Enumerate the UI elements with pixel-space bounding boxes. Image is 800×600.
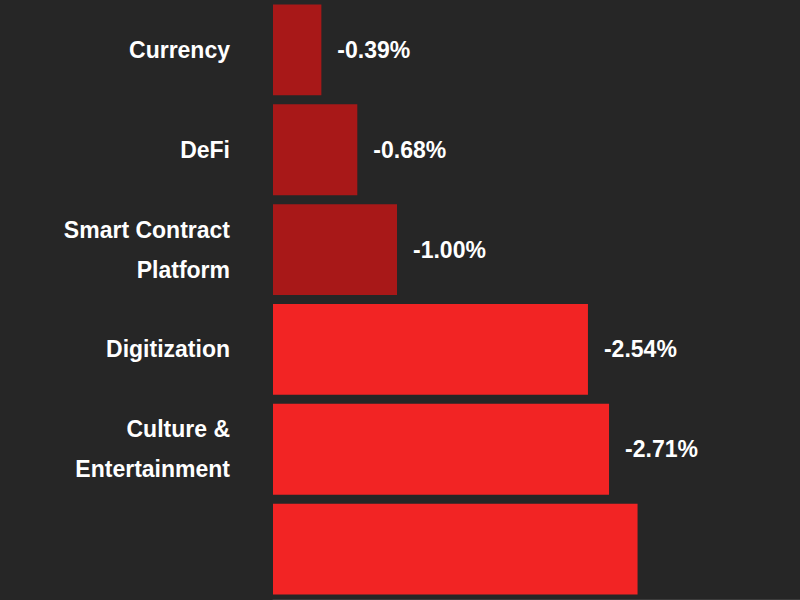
svg-text:-0.39%: -0.39% xyxy=(337,37,410,63)
svg-text:Entertainment: Entertainment xyxy=(75,456,230,482)
svg-text:-1.00%: -1.00% xyxy=(413,237,486,263)
svg-text:Culture &: Culture & xyxy=(127,416,231,442)
svg-text:-2.71%: -2.71% xyxy=(625,436,698,462)
svg-text:Digitization: Digitization xyxy=(106,336,230,362)
svg-text:DeFi: DeFi xyxy=(180,137,230,163)
svg-text:-0.68%: -0.68% xyxy=(373,137,446,163)
svg-text:-2.54%: -2.54% xyxy=(604,336,677,362)
svg-text:Currency: Currency xyxy=(129,37,230,63)
svg-text:Smart Contract: Smart Contract xyxy=(64,217,230,243)
svg-text:Platform: Platform xyxy=(137,257,230,283)
